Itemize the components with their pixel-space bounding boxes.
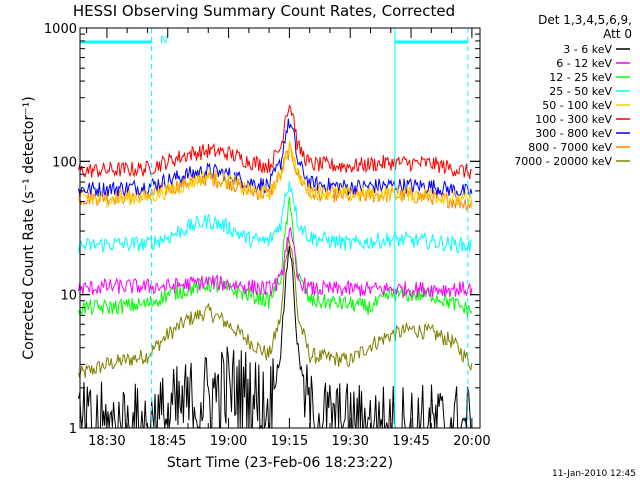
series-line-50-100-kev <box>78 139 473 210</box>
x-tick-label: 19:00 <box>210 434 247 449</box>
series-layer <box>78 104 473 430</box>
legend-label: 50 - 100 keV <box>542 99 612 112</box>
legend-label: 25 - 50 keV <box>549 85 612 98</box>
legend-header-line-2: Att 0 <box>603 27 632 41</box>
y-tick-label: 1 <box>69 422 77 437</box>
region-marker-label: N <box>160 35 167 46</box>
legend-label: 7000 - 20000 keV <box>514 155 612 168</box>
series-line-7000-20000-kev <box>78 237 473 378</box>
series-line-6-12-kev <box>78 227 473 299</box>
y-axis: 1 10 100 1000 <box>44 22 480 437</box>
legend-label: 12 - 25 keV <box>549 71 612 84</box>
series-line-100-300-kev <box>78 104 473 180</box>
legend-label: 300 - 800 keV <box>535 127 612 140</box>
x-axis-label: Start Time (23-Feb-06 18:23:22) <box>167 455 393 471</box>
x-tick-label: 18:45 <box>149 434 186 449</box>
legend-label: 800 - 7000 keV <box>528 141 612 154</box>
timestamp: 11-Jan-2010 12:45 <box>552 469 636 479</box>
legend-header-line-1: Det 1,3,4,5,6,9, <box>538 13 632 27</box>
y-tick-label: 100 <box>52 155 77 170</box>
legend-label: 6 - 12 keV <box>556 57 612 70</box>
series-line-300-800-kev <box>78 118 473 198</box>
y-axis-label: Corrected Count Rate (s⁻¹ detector⁻¹) <box>21 96 37 359</box>
x-tick-label: 18:30 <box>88 434 125 449</box>
series-line-25-50-kev <box>78 181 473 254</box>
x-tick-label: 19:15 <box>271 434 308 449</box>
y-tick-label: 10 <box>60 289 77 304</box>
legend-label: 100 - 300 keV <box>535 113 612 126</box>
chart-title: HESSI Observing Summary Count Rates, Cor… <box>73 2 455 20</box>
x-tick-label: 19:45 <box>392 434 429 449</box>
region-marker-layer <box>79 28 469 428</box>
x-axis: 18:30 18:45 19:00 19:15 19:30 19:45 20:00 <box>86 28 491 449</box>
plot-frame <box>79 27 481 429</box>
legend-label: 3 - 6 keV <box>563 43 612 56</box>
x-tick-label: 20:00 <box>453 434 490 449</box>
y-tick-label: 1000 <box>44 22 77 37</box>
series-line-12-25-kev <box>78 196 473 318</box>
x-tick-label: 19:30 <box>331 434 368 449</box>
